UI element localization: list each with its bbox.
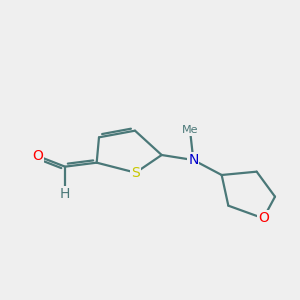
Text: H: H [60,187,70,201]
Text: O: O [32,149,43,163]
Text: S: S [131,166,140,180]
Text: Me: Me [182,125,198,135]
Text: N: N [188,153,199,167]
Text: O: O [258,211,269,225]
